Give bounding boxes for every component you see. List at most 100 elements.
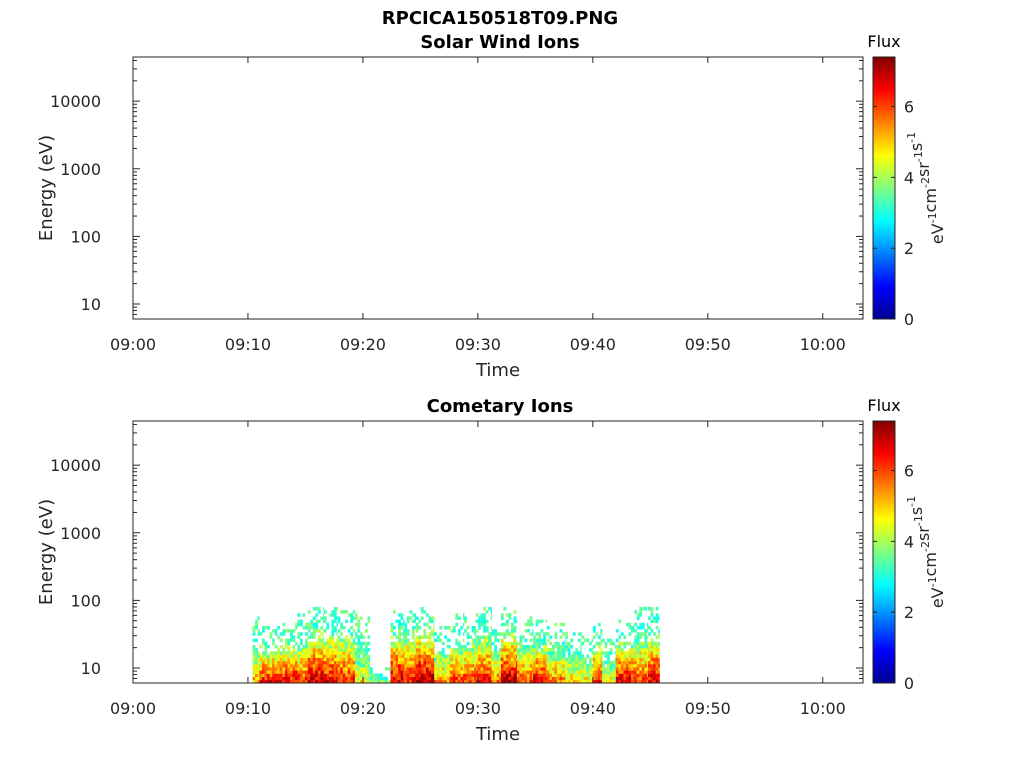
x-tick-label: 09:20 — [340, 335, 386, 354]
heatmap-cell — [393, 625, 396, 630]
heatmap-cell — [609, 673, 613, 677]
heatmap-cell — [519, 641, 523, 646]
heatmap-cell — [469, 663, 472, 668]
heatmap-cell — [282, 644, 283, 649]
heatmap-cell — [409, 667, 413, 671]
heatmap-cell — [425, 648, 429, 652]
heatmap-cell — [350, 644, 354, 649]
heatmap-cell — [374, 676, 378, 681]
heatmap-cell — [648, 644, 651, 649]
heatmap-cell — [474, 641, 476, 646]
heatmap-cell — [252, 676, 256, 681]
heatmap-cell — [284, 654, 288, 658]
heatmap-cell — [457, 632, 461, 636]
heatmap-cell — [323, 648, 327, 652]
heatmap-cell — [400, 632, 404, 636]
heatmap-cell — [615, 673, 619, 677]
heatmap-cell — [546, 673, 550, 677]
colorbar-unit-base: cm — [921, 552, 940, 576]
heatmap-cell — [395, 651, 399, 655]
heatmap-cell — [595, 660, 599, 665]
heatmap-cell — [483, 644, 486, 649]
heatmap-cell — [312, 648, 316, 652]
heatmap-cell — [546, 648, 550, 652]
heatmap-cell — [364, 622, 368, 627]
colorbar-tick-label: 0 — [904, 310, 914, 329]
heatmap-cell — [433, 660, 435, 665]
heatmap-cell — [323, 644, 327, 649]
panel-title-solar-wind: Solar Wind Ions — [420, 32, 579, 53]
heatmap-cell — [420, 670, 424, 674]
heatmap-cell — [261, 676, 265, 681]
heatmap-cell — [567, 667, 571, 671]
heatmap-cell — [469, 676, 472, 681]
heatmap-cell — [559, 670, 563, 674]
heatmap-cell — [508, 657, 512, 662]
heatmap-cell — [491, 654, 495, 658]
heatmap-cell — [604, 641, 608, 646]
heatmap-cell — [653, 644, 656, 649]
x-tick-label: 09:30 — [455, 335, 501, 354]
heatmap-cell — [490, 660, 492, 665]
heatmap-cell — [315, 679, 319, 684]
heatmap-cell — [602, 660, 605, 665]
heatmap-cell — [527, 679, 530, 684]
heatmap-cell — [631, 679, 634, 684]
heatmap-cell — [326, 641, 330, 646]
heatmap-cell — [641, 670, 645, 674]
heatmap-cell — [420, 616, 424, 620]
heatmap-cell — [272, 654, 275, 658]
heatmap-cell — [455, 673, 459, 677]
heatmap-cell — [554, 622, 558, 627]
heatmap-cell — [628, 660, 632, 665]
heatmap-cell — [653, 619, 656, 624]
heatmap-cell — [646, 622, 649, 627]
heatmap-cell — [274, 632, 278, 636]
heatmap-cell — [430, 667, 434, 671]
heatmap-cell — [499, 667, 502, 671]
heatmap-cell — [255, 673, 258, 677]
heatmap-cell — [592, 676, 596, 681]
heatmap-cell — [398, 644, 401, 649]
heatmap-cell — [384, 679, 388, 684]
heatmap-cell — [450, 679, 454, 684]
heatmap-cell — [297, 660, 301, 665]
heatmap-cell — [406, 619, 410, 624]
heatmap-cell — [322, 616, 325, 620]
heatmap-cell — [382, 676, 386, 681]
colorbar-gradient — [872, 420, 896, 684]
heatmap-cell — [491, 632, 495, 636]
heatmap-cell — [646, 648, 649, 652]
heatmap-cell — [478, 660, 481, 665]
heatmap-cell — [455, 648, 459, 652]
heatmap-cell — [434, 663, 438, 668]
heatmap-cell — [377, 679, 381, 684]
heatmap-cell — [524, 667, 528, 671]
heatmap-cell — [474, 657, 476, 662]
heatmap-cell — [292, 651, 296, 655]
heatmap-cell — [312, 606, 316, 611]
heatmap-cell — [483, 625, 486, 630]
heatmap-cell — [433, 648, 435, 652]
heatmap-cell — [641, 622, 645, 627]
heatmap-cell — [452, 629, 456, 633]
heatmap-cell — [556, 679, 560, 684]
heatmap-cell — [519, 663, 523, 668]
heatmap-cell — [500, 622, 504, 627]
heatmap-cell — [535, 676, 539, 681]
colorbar-unit-base: cm — [921, 188, 940, 212]
heatmap-cell — [364, 679, 368, 684]
heatmap-cell — [628, 648, 632, 652]
heatmap-cell — [567, 654, 571, 658]
heatmap-cell — [267, 673, 270, 677]
heatmap-cell — [312, 632, 316, 636]
heatmap-cell — [337, 629, 341, 633]
x-tick-label: 09:20 — [340, 699, 386, 718]
heatmap-cell — [390, 635, 394, 639]
heatmap-cell — [636, 644, 640, 649]
heatmap-cell — [570, 660, 574, 665]
heatmap-cell — [480, 660, 484, 665]
heatmap-cell — [529, 622, 533, 627]
heatmap-cell — [428, 663, 432, 668]
